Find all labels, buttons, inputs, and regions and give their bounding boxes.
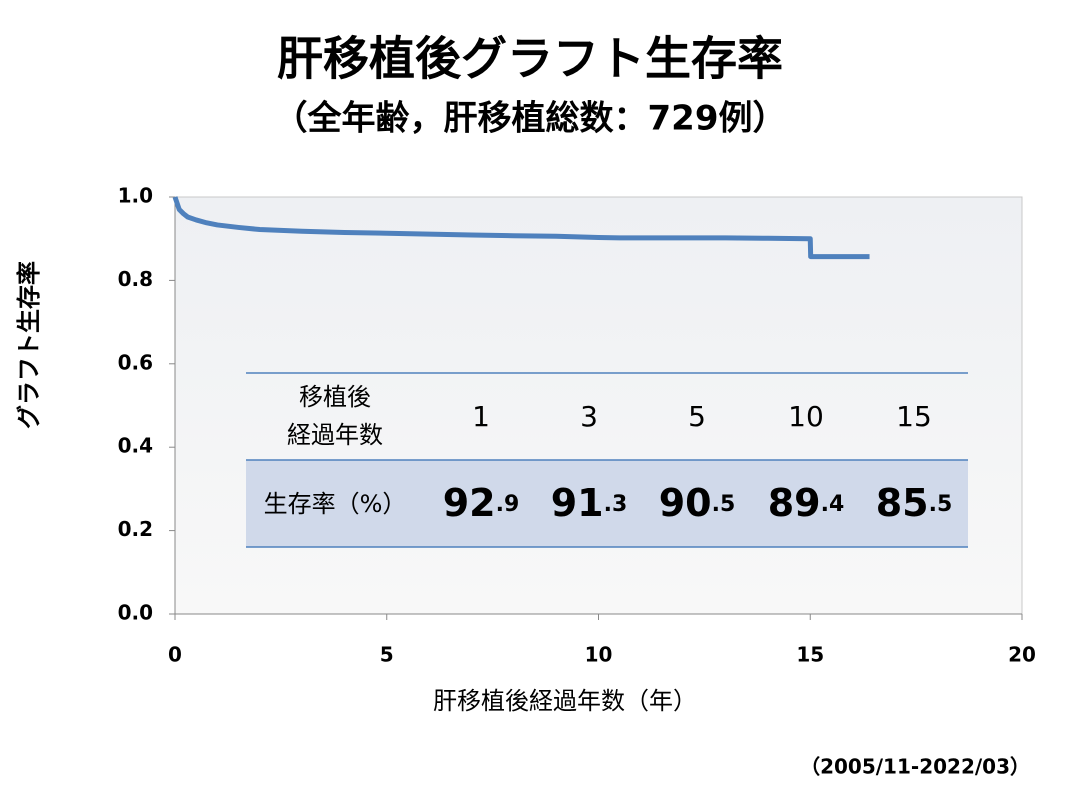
x-tick-label: 10 <box>585 643 613 667</box>
table-rate: 89.4 <box>768 481 845 525</box>
table-row-bg <box>246 460 968 547</box>
y-tick-label: 0.8 <box>118 267 153 291</box>
table-row-label: 生存率（%） <box>264 490 407 518</box>
table-header: 移植後 <box>299 383 371 411</box>
table-year: 5 <box>688 400 706 433</box>
table-rate: 90.5 <box>659 481 736 525</box>
y-tick-label: 0.6 <box>118 350 153 374</box>
table-rate: 85.5 <box>876 481 953 525</box>
table-header: 経過年数 <box>287 421 383 449</box>
x-axis-label: 肝移植後経過年数（年） <box>433 687 697 715</box>
y-tick-label: 0.4 <box>118 434 153 458</box>
x-tick-label: 20 <box>1008 643 1036 667</box>
table-year: 10 <box>788 400 824 433</box>
table-rate: 91.3 <box>551 481 628 525</box>
x-tick-label: 15 <box>796 643 824 667</box>
y-tick-label: 0.0 <box>118 601 153 625</box>
survival-line <box>172 196 870 260</box>
y-tick-label: 0.2 <box>118 517 153 541</box>
period-note: （2005/11-2022/03） <box>800 755 1030 779</box>
chart-title: 肝移植後グラフト生存率 <box>277 32 783 86</box>
y-axis-label: グラフト生存率 <box>15 261 43 429</box>
table-year: 15 <box>896 400 932 433</box>
table-rate: 92.9 <box>443 481 520 525</box>
y-tick-label: 1.0 <box>118 184 153 208</box>
table-year: 1 <box>472 400 490 433</box>
table-year: 3 <box>580 400 598 433</box>
x-tick-label: 5 <box>380 643 394 667</box>
chart-subtitle: （全年齢，肝移植総数：729例） <box>274 99 787 139</box>
x-tick-label: 0 <box>168 643 182 667</box>
